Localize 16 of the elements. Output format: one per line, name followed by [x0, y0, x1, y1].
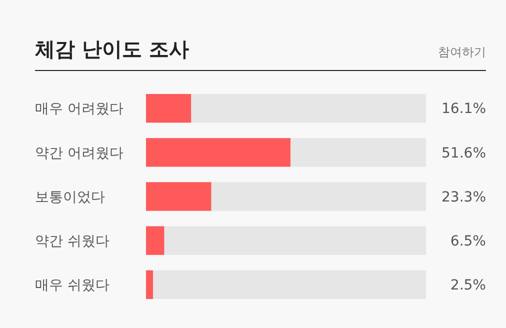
text: 참여하기: [438, 45, 486, 59]
y-tick-label: 약간 어려웠다: [35, 145, 124, 162]
y-tick-label: 매우 쉬웠다: [35, 278, 110, 294]
data-label: 2.5%: [450, 278, 486, 294]
bar: [146, 270, 153, 299]
bar: [146, 94, 192, 123]
data-label: 23.3%: [442, 189, 486, 206]
data-label: 51.6%: [442, 145, 486, 162]
y-tick-label: 보통이었다: [35, 189, 105, 206]
bar: [146, 182, 212, 211]
y-tick-label: 매우 어려웠다: [35, 101, 124, 118]
data-label: 16.1%: [442, 101, 486, 118]
bar: [146, 226, 164, 255]
chart-title: 체감 난이도 조사: [34, 37, 189, 61]
y-tick-label: 약간 쉬웠다: [35, 233, 110, 250]
data-label: 6.5%: [450, 233, 486, 250]
